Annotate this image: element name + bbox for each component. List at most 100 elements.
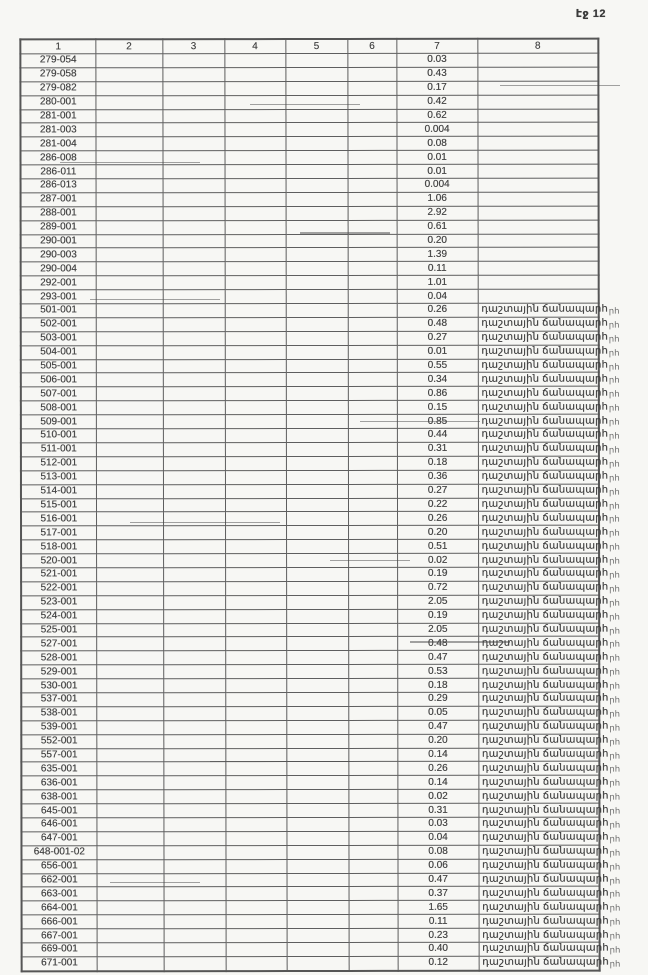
empty-cell (348, 539, 398, 554)
row-code-cell: 502-001 (20, 317, 96, 332)
margin-overflow-mark: րհ (608, 402, 620, 413)
empty-cell (225, 636, 287, 651)
empty-cell (163, 845, 226, 860)
row-note-cell (477, 150, 599, 165)
row-code-cell: 501-001 (20, 303, 96, 318)
row-code-cell: 529-001 (21, 664, 97, 679)
table-row: 280-001 0.42 (20, 94, 599, 110)
empty-cell (225, 942, 287, 957)
empty-cell (347, 233, 397, 248)
table-row: 636-001 0.14 դաշտային ճանապարհ րհ (21, 775, 620, 791)
row-value-cell: 0.36 (396, 469, 478, 484)
field-road-label: դաշտային ճանապարհ (481, 387, 609, 399)
empty-cell (96, 609, 164, 624)
empty-cell (347, 220, 397, 235)
empty-cell (286, 831, 349, 846)
empty-cell (224, 456, 286, 471)
empty-cell (163, 623, 226, 638)
empty-cell (285, 247, 348, 262)
row-value-cell: 0.48 (396, 317, 478, 332)
row-note-cell (477, 219, 599, 234)
empty-cell (285, 497, 349, 512)
row-note-cell: դաշտային ճանապարհ րհ (478, 678, 620, 693)
row-code-cell: 508-001 (20, 401, 96, 416)
row-code-cell: 504-001 (20, 345, 96, 360)
row-value-cell: 0.47 (397, 720, 479, 735)
row-note-cell: դաշտային ճանապարհ րհ (477, 497, 620, 512)
empty-cell (348, 636, 398, 651)
empty-cell (96, 595, 164, 610)
margin-overflow-mark: րհ (609, 861, 621, 872)
empty-cell (348, 622, 398, 637)
row-code-cell: 664-001 (21, 901, 97, 916)
empty-cell (95, 275, 163, 290)
table-row: 524-001 0.19 դաշտային ճանապարհ րհ (21, 608, 620, 624)
empty-cell (347, 400, 397, 415)
row-code-cell: 636-001 (21, 776, 97, 791)
row-note-cell (477, 261, 599, 276)
empty-cell (348, 692, 398, 707)
empty-cell (162, 206, 225, 221)
empty-cell (225, 734, 287, 749)
table-row: 514-001 0.27 դաշտային ճանապարհ րհ (20, 483, 620, 499)
empty-cell (348, 734, 398, 748)
margin-overflow-mark: րհ (608, 319, 620, 330)
row-note-cell: դաշտային ճանապարհ րհ (478, 803, 620, 818)
row-value-cell: 0.004 (396, 122, 478, 137)
empty-cell (286, 886, 349, 901)
row-value-cell: 0.47 (397, 872, 479, 887)
row-code-cell: 525-001 (21, 623, 97, 638)
table-row: 286-011 0.01 (20, 164, 599, 179)
empty-cell (224, 359, 286, 374)
margin-overflow-mark: րհ (609, 819, 621, 830)
row-code-cell: 520-001 (21, 553, 97, 568)
table-row: 530-001 0.18 դաշտային ճանապարհ րհ (21, 678, 620, 693)
table-row: 286-013 0.004 (20, 178, 599, 193)
empty-cell (285, 67, 348, 82)
row-value-cell: 1.01 (396, 275, 478, 290)
table-row: 281-004 0.08 (20, 136, 599, 152)
row-value-cell: 0.14 (397, 747, 479, 762)
empty-cell (224, 136, 286, 151)
row-note-cell: դաշտային ճանապարհ րհ (478, 733, 620, 748)
empty-cell (162, 484, 225, 499)
row-value-cell: 0.19 (397, 608, 479, 623)
empty-cell (163, 762, 226, 777)
empty-cell (347, 372, 397, 387)
table-row: 508-001 0.15 դաշտային ճանապարհ րհ (20, 400, 620, 416)
empty-cell (162, 95, 225, 110)
row-code-cell: 503-001 (20, 331, 96, 346)
row-note-cell (477, 192, 599, 207)
empty-cell (347, 192, 397, 207)
empty-cell (95, 331, 163, 346)
field-road-label: դաշտային ճանապարհ (481, 748, 609, 760)
empty-cell (348, 761, 398, 776)
empty-cell (95, 234, 163, 249)
empty-cell (347, 67, 397, 82)
empty-cell (225, 789, 287, 804)
empty-cell (285, 331, 348, 346)
margin-overflow-mark: րհ (609, 889, 621, 900)
field-road-label: դաշտային ճանապարհ (481, 790, 609, 802)
empty-cell (162, 67, 225, 82)
field-road-label: դաշտային ճանապարհ (482, 901, 609, 913)
empty-cell (347, 261, 397, 276)
row-note-cell: դաշտային ճանապարհ րհ (477, 330, 620, 345)
row-value-cell: 0.11 (397, 914, 479, 929)
table-row: 537-001 0.29 դաշտային ճանապարհ րհ (21, 692, 620, 707)
empty-cell (224, 122, 286, 137)
table-row: 517-001 0.20 դաշտային ճանապարհ րհ (21, 525, 620, 541)
field-road-label: դաշտային ճանապարհ (481, 470, 609, 482)
row-value-cell: 1.06 (396, 192, 478, 207)
empty-cell (348, 803, 398, 818)
row-value-cell: 2.05 (397, 622, 479, 637)
empty-cell (286, 914, 349, 929)
empty-cell (162, 136, 225, 151)
empty-cell (163, 567, 226, 582)
table-row: 281-003 0.004 (20, 122, 599, 138)
empty-cell (162, 164, 225, 179)
row-value-cell: 0.27 (396, 483, 478, 498)
column-header-5: 5 (285, 38, 348, 54)
row-code-cell: 667-001 (21, 928, 97, 943)
